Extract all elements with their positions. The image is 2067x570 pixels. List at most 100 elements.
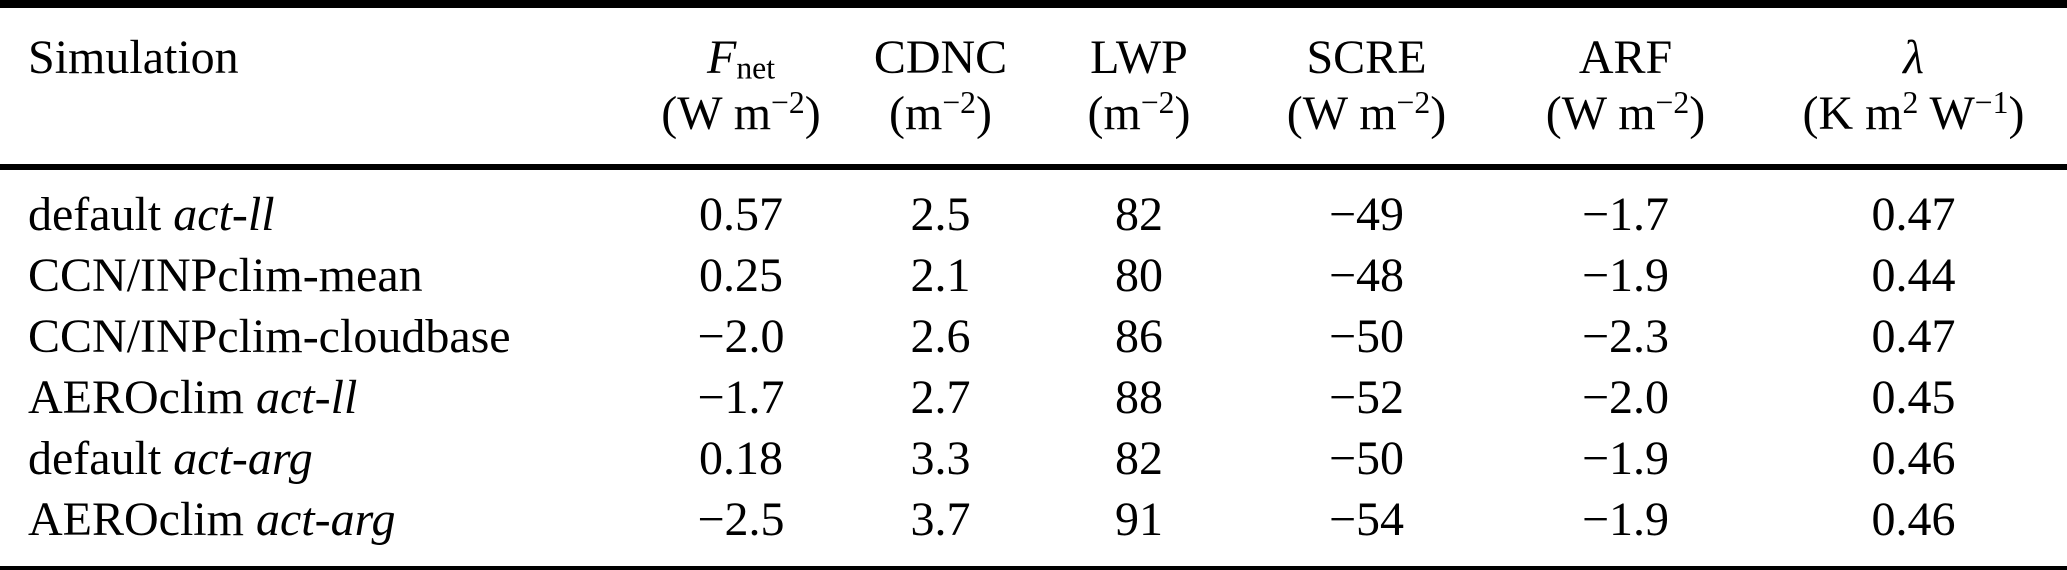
unit-exponent: 2 xyxy=(1902,85,1919,121)
cdnc-label: CDNC xyxy=(873,31,1008,84)
cell-cdnc: 2.1 xyxy=(910,249,971,302)
table-body: default act-ll 0.57 2.5 82 −49 −1.7 0.47… xyxy=(0,167,2067,569)
table-row: CCN/INPclim-mean 0.25 2.1 80 −48 −1.9 0.… xyxy=(0,245,2067,306)
table-row: default act-arg 0.18 3.3 82 −50 −1.9 0.4… xyxy=(0,428,2067,489)
col-unit-lwp: (m−2) xyxy=(1036,85,1242,170)
cell-lambda: 0.44 xyxy=(1871,249,1956,302)
cell-lwp: 86 xyxy=(1115,310,1163,363)
cell-scre: −52 xyxy=(1328,371,1405,424)
cell-arf: −1.9 xyxy=(1581,432,1670,485)
arf-label: ARF xyxy=(1578,31,1673,84)
col-unit-scre: (W m−2) xyxy=(1242,86,1491,170)
cell-lambda: 0.46 xyxy=(1871,493,1956,546)
unit-text: ) xyxy=(1430,87,1447,140)
cell-cdnc: 2.7 xyxy=(910,371,971,424)
unit-exponent: −2 xyxy=(1655,85,1690,121)
cell-fnet: −1.7 xyxy=(697,371,785,424)
row-label: CCN/INPclim-mean xyxy=(0,245,637,306)
lambda-symbol: λ xyxy=(1903,31,1924,84)
header-unit-row: (W m−2) (m−2) (m−2) (W m−2) (W m−2) (K m… xyxy=(0,85,2067,170)
simulation-name: AEROclim xyxy=(28,371,256,424)
col-unit-lambda: (K m2 W−1) xyxy=(1760,85,2067,170)
fnet-symbol: F xyxy=(706,31,737,84)
unit-text: ) xyxy=(2008,87,2025,140)
cell-arf: −1.7 xyxy=(1581,188,1670,241)
table-row: CCN/INPclim-cloudbase −2.0 2.6 86 −50 −2… xyxy=(0,306,2067,367)
cell-lambda: 0.46 xyxy=(1871,432,1956,485)
cell-fnet: −2.0 xyxy=(697,310,785,363)
unit-text: (K m xyxy=(1802,87,1903,140)
row-label: AEROclim act-ll xyxy=(0,367,637,428)
cell-fnet: −2.5 xyxy=(697,493,785,546)
simulation-name: default xyxy=(28,188,174,241)
unit-text: (W m xyxy=(661,87,772,140)
col-header-fnet: Fnet xyxy=(637,4,845,86)
col-header-lwp: LWP xyxy=(1036,4,1242,86)
simulation-name: CCN/INPclim-cloudbase xyxy=(28,310,511,363)
col-unit-simulation xyxy=(0,86,637,170)
cell-lwp: 82 xyxy=(1115,432,1163,485)
cell-arf: −1.9 xyxy=(1581,493,1670,546)
unit-text: ) xyxy=(976,87,992,140)
cell-scre: −50 xyxy=(1328,310,1405,363)
simulation-name: AEROclim xyxy=(28,493,256,546)
unit-exponent: −1 xyxy=(1974,85,2009,121)
cell-lambda: 0.45 xyxy=(1871,371,1956,424)
simulation-name: default xyxy=(28,432,174,485)
simulation-variant: act-ll xyxy=(173,188,275,241)
cell-lambda: 0.47 xyxy=(1871,310,1956,363)
cell-fnet: 0.57 xyxy=(699,188,783,241)
col-header-simulation-label: Simulation xyxy=(28,31,239,84)
unit-text: (m xyxy=(1087,87,1141,140)
scre-label: SCRE xyxy=(1306,31,1427,84)
table-row: default act-ll 0.57 2.5 82 −49 −1.7 0.47 xyxy=(0,167,2067,245)
cell-lwp: 82 xyxy=(1115,188,1163,241)
row-label: default act-arg xyxy=(0,428,637,489)
cell-fnet: 0.18 xyxy=(699,432,783,485)
simulation-variant: act-arg xyxy=(255,493,396,546)
table-row: AEROclim act-ll −1.7 2.7 88 −52 −2.0 0.4… xyxy=(0,367,2067,428)
col-unit-fnet: (W m−2) xyxy=(637,85,845,170)
cell-lwp: 88 xyxy=(1115,371,1163,424)
cell-fnet: 0.25 xyxy=(699,249,783,302)
fnet-subscript: net xyxy=(736,50,776,86)
row-label: AEROclim act-arg xyxy=(0,489,637,569)
simulation-variant: act-arg xyxy=(173,432,313,485)
cell-cdnc: 3.7 xyxy=(910,493,971,546)
unit-text: (W m xyxy=(1545,87,1656,140)
cell-scre: −50 xyxy=(1328,432,1405,485)
col-header-simulation: Simulation xyxy=(0,4,637,86)
cell-scre: −54 xyxy=(1328,493,1405,546)
unit-text: (m xyxy=(888,87,943,140)
cell-arf: −2.0 xyxy=(1581,371,1670,424)
col-header-cdnc: CDNC xyxy=(845,4,1036,86)
cell-lambda: 0.47 xyxy=(1871,188,1956,241)
unit-text: ) xyxy=(1174,87,1191,140)
cell-lwp: 91 xyxy=(1115,493,1163,546)
cell-cdnc: 3.3 xyxy=(910,432,971,485)
table-header: Simulation Fnet CDNC LWP SCRE ARF λ (W m… xyxy=(0,4,2067,170)
cell-scre: −48 xyxy=(1328,249,1405,302)
col-header-lambda: λ xyxy=(1760,4,2067,86)
simulation-name: CCN/INPclim-mean xyxy=(28,249,423,302)
cell-cdnc: 2.6 xyxy=(910,310,971,363)
unit-text: ) xyxy=(804,87,821,140)
cell-arf: −2.3 xyxy=(1581,310,1670,363)
unit-text: (W m xyxy=(1286,87,1397,140)
unit-exponent: −2 xyxy=(1140,85,1175,121)
simulation-variant: act-ll xyxy=(255,371,358,424)
cell-scre: −49 xyxy=(1328,188,1405,241)
lwp-label: LWP xyxy=(1090,31,1188,84)
row-label: CCN/INPclim-cloudbase xyxy=(0,306,637,367)
col-unit-cdnc: (m−2) xyxy=(845,85,1036,170)
header-name-row: Simulation Fnet CDNC LWP SCRE ARF λ xyxy=(0,4,2067,86)
unit-text: W xyxy=(1918,87,1975,140)
unit-exponent: −2 xyxy=(771,85,805,121)
unit-exponent: −2 xyxy=(942,85,977,121)
table-row: AEROclim act-arg −2.5 3.7 91 −54 −1.9 0.… xyxy=(0,489,2067,569)
col-header-arf: ARF xyxy=(1491,4,1760,86)
cell-arf: −1.9 xyxy=(1581,249,1670,302)
col-unit-arf: (W m−2) xyxy=(1491,85,1760,170)
